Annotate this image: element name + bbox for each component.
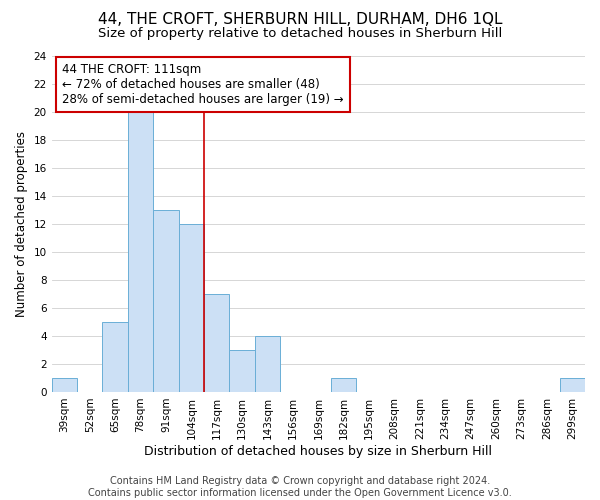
Bar xyxy=(331,378,356,392)
Bar xyxy=(229,350,255,392)
Bar xyxy=(204,294,229,392)
Text: 44 THE CROFT: 111sqm
← 72% of detached houses are smaller (48)
28% of semi-detac: 44 THE CROFT: 111sqm ← 72% of detached h… xyxy=(62,63,344,106)
Y-axis label: Number of detached properties: Number of detached properties xyxy=(15,131,28,317)
Bar xyxy=(103,322,128,392)
Text: Contains HM Land Registry data © Crown copyright and database right 2024.
Contai: Contains HM Land Registry data © Crown c… xyxy=(88,476,512,498)
Bar xyxy=(128,112,153,392)
Bar xyxy=(560,378,585,392)
X-axis label: Distribution of detached houses by size in Sherburn Hill: Distribution of detached houses by size … xyxy=(145,444,493,458)
Bar xyxy=(52,378,77,392)
Bar xyxy=(255,336,280,392)
Text: 44, THE CROFT, SHERBURN HILL, DURHAM, DH6 1QL: 44, THE CROFT, SHERBURN HILL, DURHAM, DH… xyxy=(98,12,502,28)
Text: Size of property relative to detached houses in Sherburn Hill: Size of property relative to detached ho… xyxy=(98,28,502,40)
Bar xyxy=(179,224,204,392)
Bar xyxy=(153,210,179,392)
